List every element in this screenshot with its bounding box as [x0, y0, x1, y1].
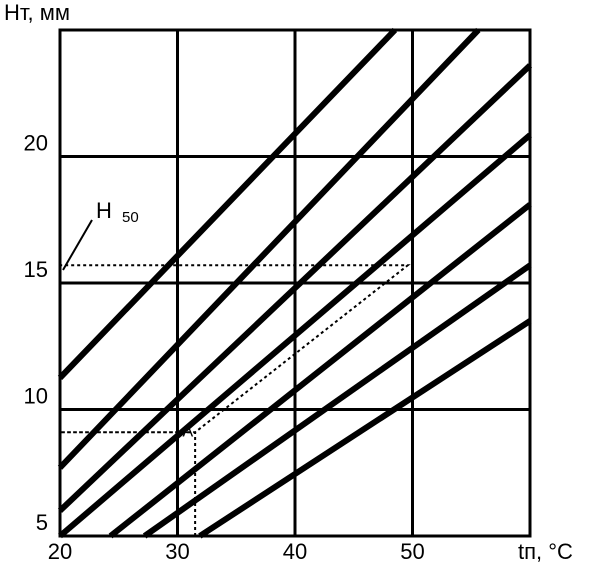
x-tick-label: 50 [400, 539, 424, 564]
x-tick-label: 20 [48, 539, 72, 564]
line [57, 27, 481, 470]
y-tick-label: 10 [24, 383, 48, 408]
line [58, 132, 532, 539]
line [57, 27, 398, 380]
line [57, 63, 533, 513]
line [198, 318, 532, 539]
annotation-pointer [62, 219, 93, 271]
point-label: A [182, 423, 193, 440]
guide-line [60, 264, 411, 536]
x-axis-label: tп, °C [518, 539, 573, 564]
y-tick-label: 5 [36, 510, 48, 535]
annotation: H [96, 198, 112, 223]
x-tick-label: 40 [283, 539, 307, 564]
y-tick-label: 15 [24, 257, 48, 282]
annotation-subscript: 50 [122, 209, 139, 226]
line [108, 202, 532, 539]
y-tick-label: 20 [24, 130, 48, 155]
line [142, 262, 532, 539]
x-tick-label: 30 [165, 539, 189, 564]
y-axis-label: Hт, мм [4, 0, 70, 25]
